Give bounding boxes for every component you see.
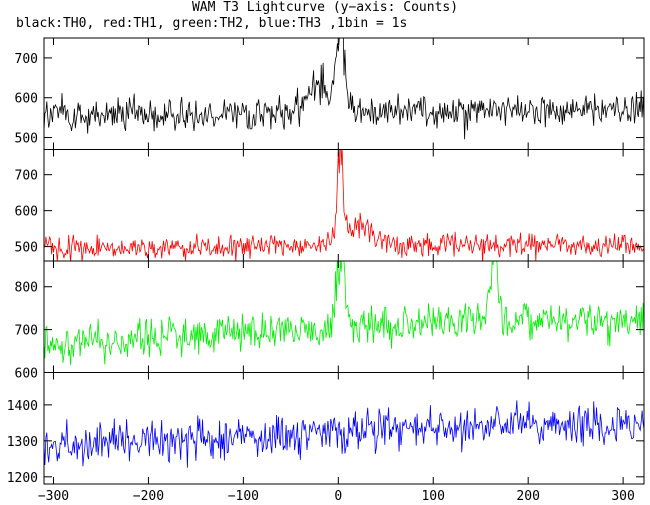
x-tick-label: −200 bbox=[133, 489, 164, 504]
panel-frame-TH3 bbox=[43, 372, 645, 485]
x-tick-label: 200 bbox=[516, 489, 539, 504]
y-tick-label-TH3: 1400 bbox=[7, 399, 38, 414]
y-tick-label-TH0: 600 bbox=[15, 92, 38, 107]
x-tick-label: 300 bbox=[611, 489, 634, 504]
y-tick-label-TH2: 800 bbox=[15, 281, 38, 296]
chart-title: WAM T3 Lightcurve (y−axis: Counts) bbox=[191, 0, 459, 15]
y-tick-label-TH3: 1300 bbox=[7, 435, 38, 450]
series-line-TH0 bbox=[44, 38, 644, 140]
y-tick-label-TH3: 1200 bbox=[7, 471, 38, 486]
y-tick-label-TH1: 500 bbox=[15, 241, 38, 256]
series-line-TH1 bbox=[44, 149, 644, 261]
y-tick-label-TH2: 600 bbox=[15, 367, 38, 382]
y-tick-label-TH2: 700 bbox=[15, 324, 38, 339]
y-tick-label-TH1: 600 bbox=[15, 205, 38, 220]
x-tick-label: −100 bbox=[228, 489, 259, 504]
chart-subtitle: black:TH0, red:TH1, green:TH2, blue:TH3 … bbox=[16, 16, 408, 31]
series-line-TH3 bbox=[44, 400, 644, 468]
x-tick-label: 0 bbox=[334, 489, 342, 504]
y-tick-label-TH1: 700 bbox=[15, 169, 38, 184]
y-tick-label-TH0: 700 bbox=[15, 52, 38, 67]
x-tick-label: 100 bbox=[421, 489, 444, 504]
x-tick-label: −300 bbox=[38, 489, 69, 504]
y-tick-label-TH0: 500 bbox=[15, 132, 38, 147]
